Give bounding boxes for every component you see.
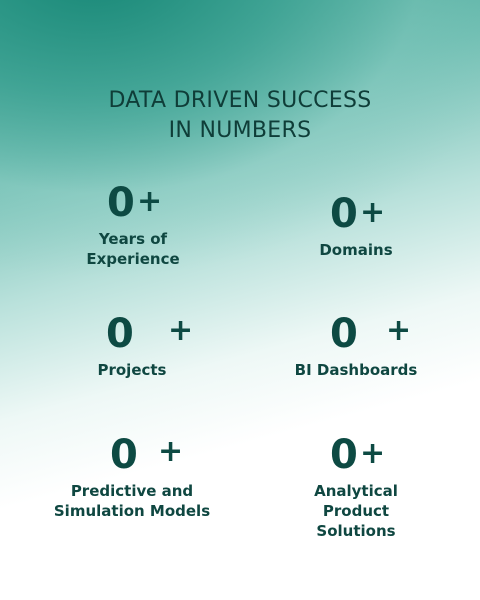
stat-plus-sign: + [137, 184, 163, 219]
stat-predictive-models: 0 + Predictive and Simulation Models [32, 433, 232, 521]
stat-label-line: Predictive and [70, 482, 194, 500]
stat-label-line: Solutions [316, 522, 396, 540]
stat-label: Projects [32, 360, 232, 380]
stat-value: 0 [110, 432, 138, 478]
stat-label-line: BI Dashboards [294, 361, 418, 379]
stat-label-line: Simulation Models [53, 502, 211, 520]
stat-plus-sign: + [386, 313, 412, 348]
stat-label: Predictive and Simulation Models [32, 481, 232, 521]
stat-analytical-product-solutions: 0 + Analytical Product Solutions [256, 433, 456, 541]
stat-value: 0 [330, 432, 358, 478]
stat-plus-sign: + [360, 195, 386, 230]
stat-label-line: Projects [97, 361, 167, 379]
heading-line-2: IN NUMBERS [168, 118, 312, 143]
stat-plus-sign: + [168, 313, 194, 348]
section-heading: DATA DRIVEN SUCCESS IN NUMBERS [0, 86, 480, 146]
stat-label-line: Experience [86, 250, 180, 268]
stat-years-of-experience: 0 + Years of Experience [33, 181, 233, 269]
stat-projects: 0 + Projects [32, 312, 232, 380]
stat-plus-sign: + [158, 434, 184, 469]
stat-value: 0 [330, 191, 358, 237]
stat-bi-dashboards: 0 + BI Dashboards [256, 312, 456, 380]
stat-label-line: Domains [319, 241, 393, 259]
stat-value: 0 [106, 311, 134, 357]
stat-label: Analytical Product Solutions [256, 481, 456, 541]
stat-label: Domains [256, 240, 456, 260]
stat-label-line: Product [322, 502, 390, 520]
heading-line-1: DATA DRIVEN SUCCESS [108, 88, 372, 113]
stat-value: 0 [107, 180, 135, 226]
stat-domains: 0 + Domains [256, 192, 456, 260]
stat-label-line: Years of [98, 230, 168, 248]
stat-label-line: Analytical [314, 482, 398, 500]
stat-value: 0 [330, 311, 358, 357]
stat-label: BI Dashboards [256, 360, 456, 380]
stat-plus-sign: + [360, 436, 386, 471]
stat-label: Years of Experience [33, 229, 233, 269]
